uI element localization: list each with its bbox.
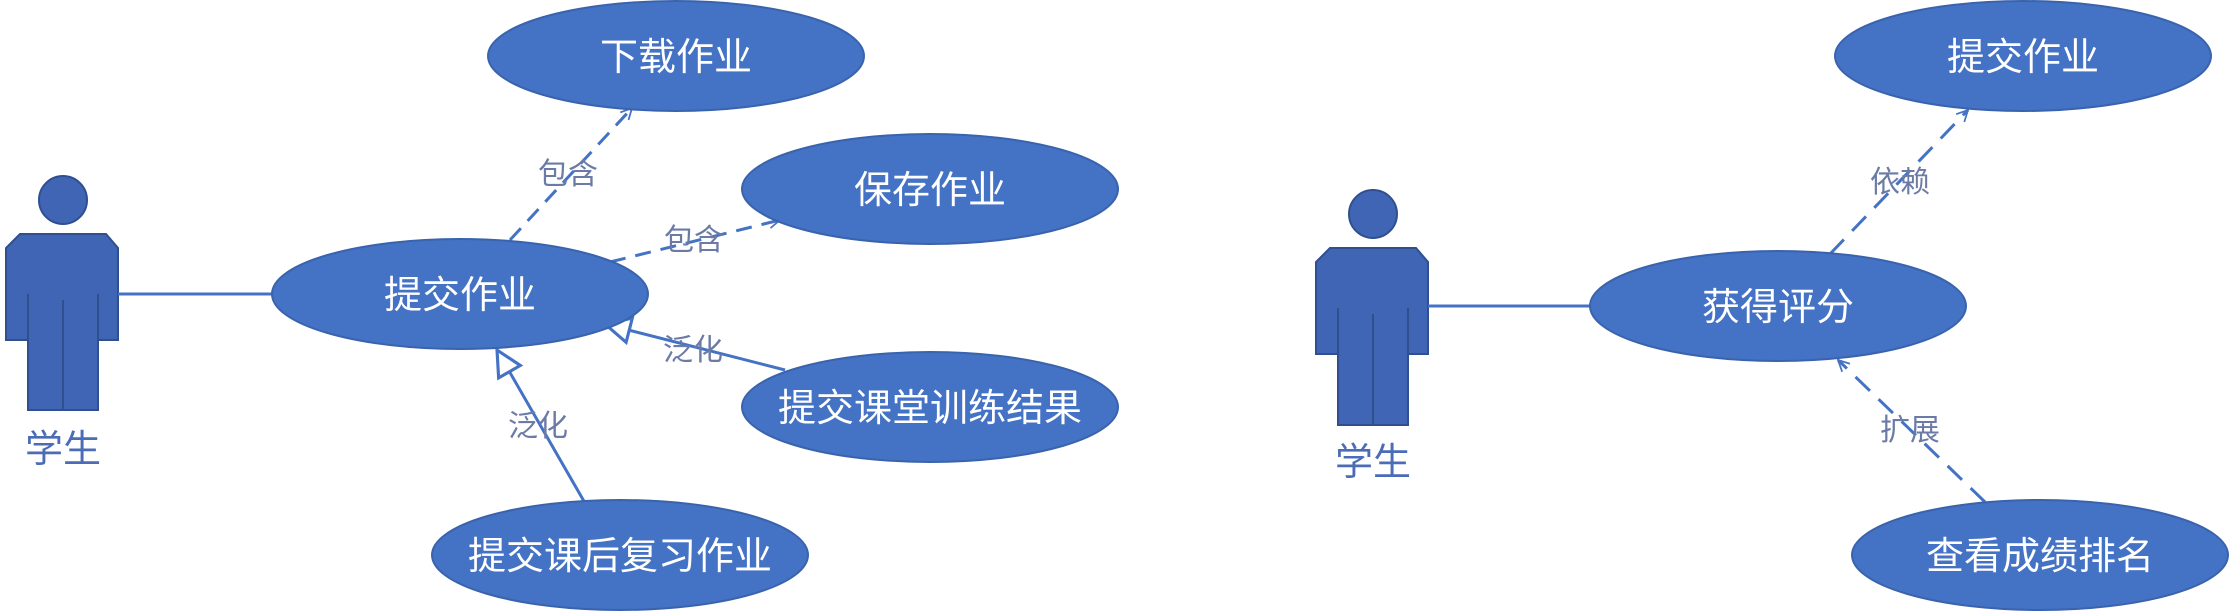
usecase-submit-homework[interactable]: 提交作业 [271,238,649,350]
extend-arrow [1838,360,1987,504]
generalization-arrow-training [605,324,786,372]
usecase-submit-homework-right[interactable]: 提交作业 [1834,0,2212,112]
usecase-label: 提交作业 [1947,35,2099,79]
usecase-get-score[interactable]: 获得评分 [1589,250,1967,362]
usecase-label: 提交课堂训练结果 [778,386,1082,430]
usecase-download-homework[interactable]: 下载作业 [487,0,865,112]
usecase-label: 查看成绩排名 [1926,534,2154,578]
relation-label-extend: 扩展 [1880,413,1940,448]
actor-student-left: 学生 [5,175,119,471]
generalization-arrow-review [497,350,587,504]
usecase-view-ranking[interactable]: 查看成绩排名 [1851,499,2229,611]
actor-student-right: 学生 [1315,189,1429,484]
usecase-submit-class-training[interactable]: 提交课堂训练结果 [741,351,1119,463]
usecase-label: 下载作业 [600,35,752,79]
usecase-label: 提交课后复习作业 [468,534,772,578]
actor-head [1348,189,1398,239]
relation-label-depend: 依赖 [1870,165,1930,200]
usecase-submit-review-homework[interactable]: 提交课后复习作业 [431,499,809,611]
actor-label: 学生 [25,427,101,471]
include-arrow-save [609,220,780,264]
usecase-label: 保存作业 [854,168,1006,212]
relation-label-include: 包含 [664,223,724,258]
include-arrow-download [508,108,632,242]
usecase-save-homework[interactable]: 保存作业 [741,133,1119,245]
relation-label-include: 包含 [538,157,598,192]
usecase-label: 提交作业 [384,273,536,317]
relation-label-generalize: 泛化 [663,333,723,368]
dependency-arrow [1828,110,1968,256]
actor-head [38,175,88,225]
relation-label-generalize: 泛化 [508,409,568,444]
usecase-label: 获得评分 [1702,285,1854,329]
actor-label: 学生 [1335,440,1411,484]
